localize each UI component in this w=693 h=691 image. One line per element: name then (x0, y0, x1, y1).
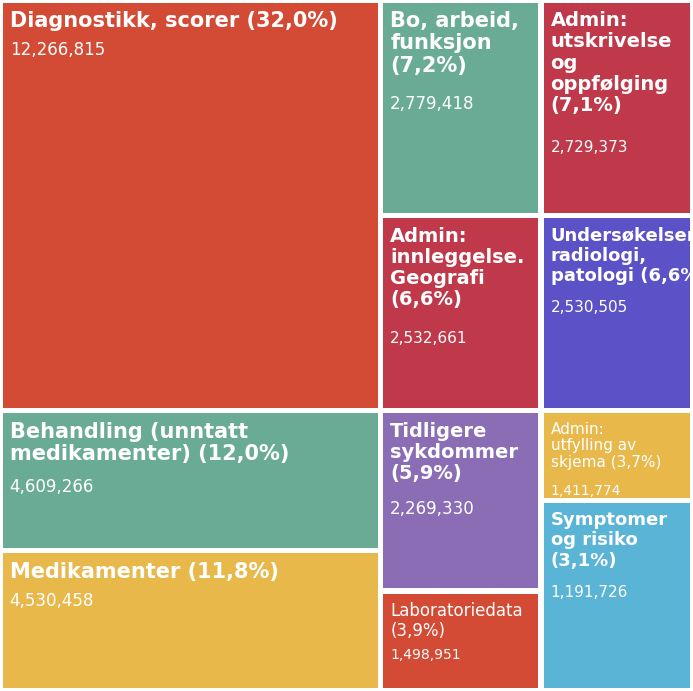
Text: 2,532,661: 2,532,661 (390, 330, 468, 346)
Bar (543, 3, 690, 213)
Bar (3, 3, 378, 408)
Text: Admin:
utskrivelse
og
oppfølging
(7,1%): Admin: utskrivelse og oppfølging (7,1%) (550, 11, 672, 115)
Text: 1,191,726: 1,191,726 (550, 585, 628, 600)
Bar (383, 413, 538, 588)
Text: 2,269,330: 2,269,330 (390, 500, 475, 518)
Bar (383, 3, 538, 213)
Text: 2,530,505: 2,530,505 (550, 300, 628, 315)
Bar (543, 218, 690, 408)
Bar (543, 503, 690, 688)
Text: Admin:
utfylling av
skjema (3,7%): Admin: utfylling av skjema (3,7%) (550, 422, 661, 470)
Text: Symptomer
og risiko
(3,1%): Symptomer og risiko (3,1%) (550, 511, 668, 569)
Text: 1,411,774: 1,411,774 (550, 484, 621, 498)
Text: 12,266,815: 12,266,815 (10, 41, 105, 59)
Bar (3, 413, 378, 548)
Bar (3, 553, 378, 688)
Text: Medikamenter (11,8%): Medikamenter (11,8%) (10, 562, 279, 582)
Bar (543, 413, 690, 498)
Text: 4,530,458: 4,530,458 (10, 591, 94, 609)
Text: Tidligere
sykdommer
(5,9%): Tidligere sykdommer (5,9%) (390, 422, 518, 483)
Bar (383, 218, 538, 408)
Text: Laboratoriedata
(3,9%): Laboratoriedata (3,9%) (390, 602, 523, 640)
Bar (383, 594, 538, 688)
Text: 2,729,373: 2,729,373 (550, 140, 628, 155)
Text: 4,609,266: 4,609,266 (10, 478, 94, 496)
Text: Behandling (unntatt
medikamenter) (12,0%): Behandling (unntatt medikamenter) (12,0%… (10, 422, 289, 464)
Text: Undersøkelser,
radiologi,
patologi (6,6%): Undersøkelser, radiologi, patologi (6,6%… (550, 227, 693, 285)
Text: 2,779,418: 2,779,418 (390, 95, 475, 113)
Text: Bo, arbeid,
funksjon
(7,2%): Bo, arbeid, funksjon (7,2%) (390, 11, 519, 76)
Text: Diagnostikk, scorer (32,0%): Diagnostikk, scorer (32,0%) (10, 11, 337, 31)
Text: Admin:
innleggelse.
Geografi
(6,6%): Admin: innleggelse. Geografi (6,6%) (390, 227, 525, 310)
Text: 1,498,951: 1,498,951 (390, 648, 461, 662)
